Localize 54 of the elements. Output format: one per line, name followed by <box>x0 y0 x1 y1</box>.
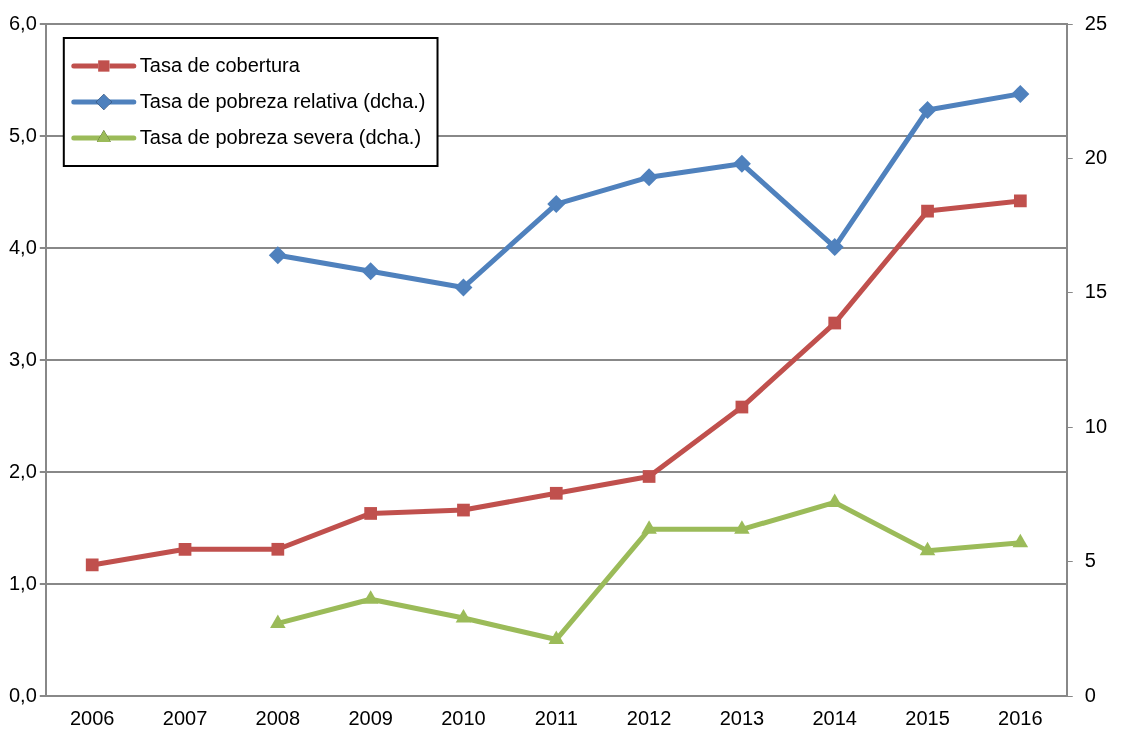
point <box>640 168 659 187</box>
x-tick-label: 2013 <box>719 706 765 729</box>
point <box>178 542 192 556</box>
legend-label: Tasa de cobertura <box>139 53 301 76</box>
y-tick-label: 6,0 <box>8 11 37 34</box>
point <box>548 630 565 645</box>
point <box>921 204 934 218</box>
point <box>1012 533 1029 548</box>
x-tick-label: 2016 <box>998 706 1043 729</box>
legend-label: Tasa de pobreza severa (dcha.) <box>139 125 422 148</box>
point <box>455 609 472 623</box>
y-tick-label: 1,0 <box>8 571 37 594</box>
point <box>364 507 378 520</box>
y2-tick-label: 25 <box>1084 11 1107 34</box>
point <box>270 614 286 628</box>
point <box>457 503 470 517</box>
point <box>828 316 842 330</box>
x-tick-label: 2009 <box>348 706 393 729</box>
point <box>454 278 473 297</box>
point <box>362 590 379 604</box>
y-tick-label: 3,0 <box>8 347 37 370</box>
point <box>732 154 751 173</box>
x-tick-label: 2010 <box>441 706 486 729</box>
y2-tick-label: 0 <box>1084 683 1096 706</box>
point <box>361 262 380 281</box>
point <box>1013 194 1027 208</box>
y-tick-label: 4,0 <box>8 235 37 258</box>
x-tick-label: 2006 <box>69 706 115 729</box>
point <box>547 195 566 214</box>
y2-tick-label: 10 <box>1084 414 1107 437</box>
x-tick-label: 2015 <box>905 706 950 729</box>
point <box>268 246 287 265</box>
y-tick-label: 2,0 <box>8 459 37 482</box>
point <box>919 541 936 556</box>
point <box>1011 84 1030 103</box>
y2-tick-label: 20 <box>1084 145 1107 168</box>
y-tick-label: 0,0 <box>8 683 37 706</box>
point <box>734 520 750 534</box>
x-tick-label: 2014 <box>812 706 857 729</box>
y2-tick-label: 15 <box>1084 280 1107 303</box>
legend-label: Tasa de pobreza relativa (dcha.) <box>139 89 426 112</box>
point <box>825 238 844 257</box>
point <box>641 520 657 534</box>
point <box>918 101 937 120</box>
x-tick-label: 2008 <box>255 706 301 729</box>
point <box>271 542 285 556</box>
point <box>85 558 99 572</box>
x-tick-label: 2011 <box>534 706 578 729</box>
y2-tick-label: 5 <box>1084 549 1096 572</box>
point <box>642 470 656 483</box>
y-tick-label: 5,0 <box>8 123 37 146</box>
x-tick-label: 2012 <box>626 706 672 729</box>
point <box>549 486 563 500</box>
x-tick-label: 2007 <box>162 706 208 729</box>
